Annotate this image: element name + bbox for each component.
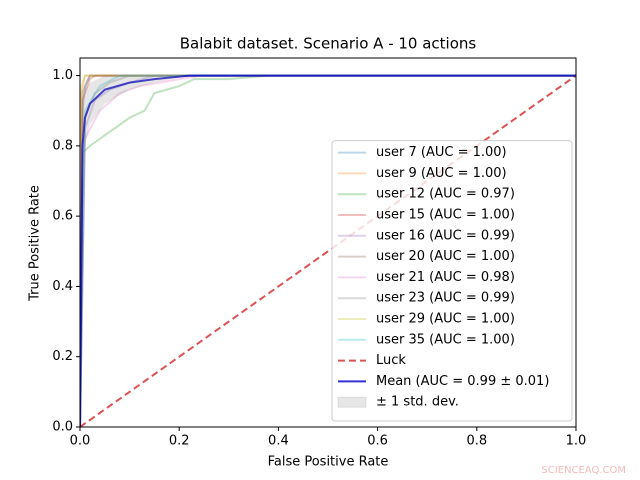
legend-label: user 35 (AUC = 1.00) — [376, 332, 515, 347]
x-tick-label: 0.2 — [169, 434, 190, 449]
plot-area — [80, 74, 576, 427]
y-axis-label: True Positive Rate — [28, 185, 43, 302]
chart-title: Balabit dataset. Scenario A - 10 actions — [180, 35, 477, 53]
legend-label: ± 1 std. dev. — [376, 395, 459, 410]
legend-label: user 16 (AUC = 0.99) — [376, 228, 515, 243]
y-tick-label: 0.4 — [52, 279, 73, 294]
legend-box — [331, 140, 573, 422]
y-tick-label: 0.6 — [52, 209, 73, 224]
x-tick-label: 1.0 — [566, 434, 587, 449]
x-tick-label: 0.8 — [466, 434, 487, 449]
x-tick-label: 0.0 — [70, 434, 91, 449]
legend-label: Mean (AUC = 0.99 ± 0.01) — [376, 374, 549, 389]
roc-line — [80, 74, 576, 427]
legend-label: user 12 (AUC = 0.97) — [376, 187, 515, 202]
legend-label: user 9 (AUC = 1.00) — [376, 166, 507, 181]
roc-line — [80, 74, 576, 427]
legend-label: user 23 (AUC = 0.99) — [376, 291, 515, 306]
y-tick-label: 0.8 — [52, 138, 73, 153]
x-tick-label: 0.6 — [367, 434, 388, 449]
legend-label: user 15 (AUC = 1.00) — [376, 208, 515, 223]
watermark: SCIENCEAQ.COM — [541, 465, 626, 476]
y-tick-label: 0.0 — [52, 420, 73, 435]
y-tick-label: 0.2 — [52, 349, 73, 364]
axes-frame — [79, 57, 577, 428]
legend-label: user 7 (AUC = 1.00) — [376, 145, 507, 160]
roc-line — [80, 74, 576, 427]
x-tick-label: 0.4 — [268, 434, 289, 449]
legend-label: Luck — [376, 353, 406, 368]
legend-swatch — [337, 396, 367, 408]
legend-label: user 20 (AUC = 1.00) — [376, 249, 515, 264]
legend-label: user 21 (AUC = 0.98) — [376, 270, 515, 285]
x-axis-label: False Positive Rate — [268, 455, 389, 470]
legend-label: user 29 (AUC = 1.00) — [376, 312, 515, 327]
y-tick-label: 1.0 — [52, 68, 73, 83]
